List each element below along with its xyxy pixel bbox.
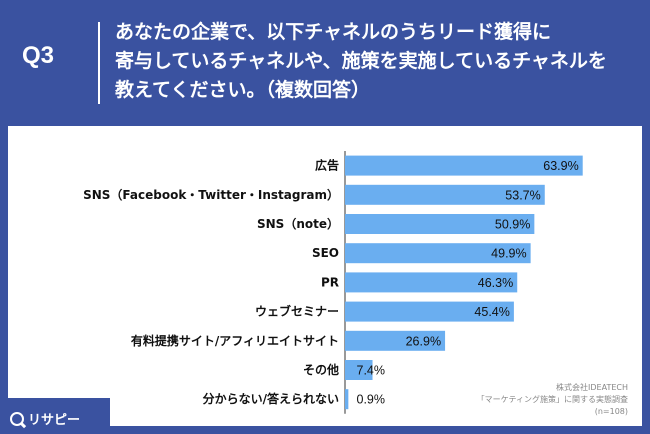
category-label: その他 [303, 362, 339, 377]
value-label: 26.9% [406, 334, 441, 348]
source-company: 株式会社IDEATECH [556, 383, 628, 392]
value-label: 50.9% [495, 218, 530, 232]
value-label: 53.7% [505, 188, 540, 202]
bar [345, 214, 535, 234]
value-label: 0.9% [357, 393, 386, 407]
category-label: PR [321, 275, 339, 289]
bar [345, 243, 531, 264]
bar [345, 389, 349, 410]
bar [345, 360, 373, 380]
bar [345, 272, 518, 293]
question-number: Q3 [22, 42, 55, 69]
value-label: 46.3% [478, 276, 513, 290]
value-label: 63.9% [543, 159, 578, 173]
header-divider [98, 22, 100, 104]
category-label: SNS（note） [257, 216, 339, 231]
value-label: 49.9% [491, 247, 526, 261]
magnifier-icon [10, 411, 24, 426]
category-label: ウェブセミナー [255, 304, 339, 319]
logo-text: リサピー [28, 413, 81, 428]
category-label: SEO [312, 246, 339, 260]
risapi-logo: リサピー [10, 409, 80, 428]
bar [345, 301, 514, 322]
bar-chart: 広告 63.9% SNS（Facebook・Twitter・Instagram） 53… [83, 151, 583, 414]
question-header: Q3 あなたの企業で、以下チャネルのうちリード獲得に 寄与しているチャネルや、施… [0, 0, 650, 122]
source-note: 株式会社IDEATECH 「マーケティング施策」に関する実態調査 (n=108) [477, 382, 628, 418]
value-label: 7.4% [357, 364, 386, 378]
category-label: 分からない/答えられない [203, 391, 339, 406]
bar [345, 155, 583, 176]
category-label: 広告 [315, 158, 339, 173]
source-sample: (n=108) [594, 407, 628, 416]
source-survey: 「マーケティング施策」に関する実態調査 [476, 395, 628, 404]
category-label: SNS（Facebook・Twitter・Instagram） [83, 187, 339, 202]
chart-card: 広告 63.9% SNS（Facebook・Twitter・Instagram） 53… [8, 126, 642, 426]
category-label: 有料提携サイト/アフィリエイトサイト [131, 333, 339, 348]
question-text: あなたの企業で、以下チャネルのうちリード獲得に 寄与しているチャネルや、施策を実… [115, 21, 607, 101]
bar [345, 184, 545, 205]
value-label: 45.4% [474, 305, 509, 319]
bar [345, 330, 446, 351]
